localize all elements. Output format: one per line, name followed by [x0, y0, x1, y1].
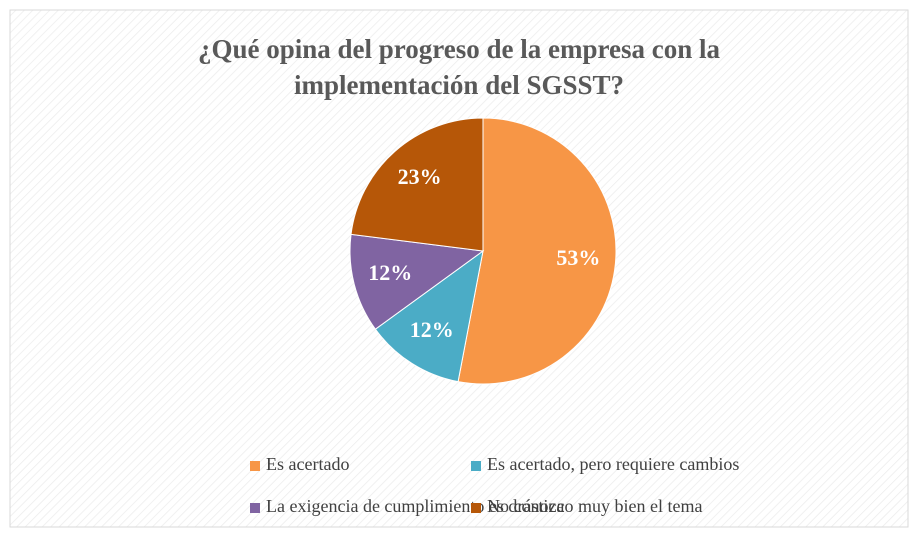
data-label: 12% [368, 260, 412, 285]
data-label: 53% [556, 245, 600, 270]
pie-slice [349, 233, 485, 330]
legend-label: No conozco muy bien el tema [487, 496, 702, 516]
chart-title: implementación del SGSST? [294, 70, 624, 100]
data-label: 12% [410, 317, 454, 342]
pie-slice [457, 117, 617, 385]
chart-title: ¿Qué opina del progreso de la empresa co… [198, 34, 721, 64]
legend-marker [471, 503, 481, 513]
legend-marker [471, 461, 481, 471]
legend-marker [250, 461, 260, 471]
pie-slice [350, 117, 484, 252]
legend-label: Es acertado, pero requiere cambios [487, 454, 739, 474]
legend-marker [250, 503, 260, 513]
data-label: 23% [398, 164, 442, 189]
legend-label: Es acertado [266, 454, 349, 474]
legend-label: La exigencia de cumplimiento es drástica [266, 496, 564, 516]
pie-slice [374, 249, 484, 383]
